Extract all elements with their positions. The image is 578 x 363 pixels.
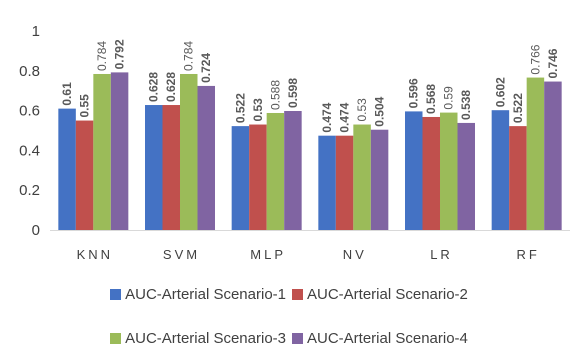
bar-knn-scenario-2: [75, 120, 94, 230]
legend-row-2: AUC-Arterial Scenario-3 AUC-Arterial Sce…: [0, 330, 578, 347]
legend-item-scenario-3: AUC-Arterial Scenario-3: [110, 330, 286, 347]
legend-swatch-scenario-3: [110, 333, 122, 344]
data-label-nv-scenario-4: 0.504: [373, 96, 387, 126]
data-label-knn-scenario-3: 0.784: [95, 41, 109, 71]
data-label-knn-scenario-1: 0.61: [60, 82, 74, 106]
data-label-nv-scenario-3: 0.53: [355, 98, 369, 122]
bar-nv-scenario-2: [335, 135, 354, 230]
data-label-lr-scenario-3: 0.59: [442, 86, 456, 110]
bar-svm-scenario-1: [145, 105, 163, 230]
bar-svm-scenario-3: [180, 73, 198, 230]
legend-label-scenario-1: AUC-Arterial Scenario-1: [125, 286, 286, 303]
bar-lr-scenario-4: [457, 122, 475, 230]
bar-nv-scenario-4: [370, 129, 389, 230]
data-label-lr-scenario-2: 0.568: [424, 84, 438, 114]
data-label-mlp-scenario-2: 0.53: [251, 98, 265, 122]
legend-swatch-scenario-1: [110, 289, 122, 300]
bar-rf-scenario-2: [509, 126, 527, 230]
data-label-mlp-scenario-1: 0.522: [233, 93, 247, 123]
data-label-rf-scenario-1: 0.602: [493, 77, 507, 107]
data-label-mlp-scenario-3: 0.588: [268, 80, 282, 110]
data-label-svm-scenario-1: 0.628: [147, 72, 161, 102]
data-label-svm-scenario-3: 0.784: [182, 41, 196, 71]
data-label-svm-scenario-4: 0.724: [199, 53, 213, 83]
bar-nv-scenario-3: [353, 124, 371, 230]
y-tick-label: 0.2: [19, 182, 40, 199]
bar-lr-scenario-2: [422, 116, 440, 230]
data-label-rf-scenario-2: 0.522: [511, 93, 525, 123]
y-tick-label: 0.6: [19, 103, 40, 120]
legend-row-1: AUC-Arterial Scenario-1 AUC-Arterial Sce…: [0, 286, 578, 303]
data-label-rf-scenario-4: 0.746: [546, 48, 560, 78]
data-label-knn-scenario-4: 0.792: [113, 39, 127, 69]
data-label-svm-scenario-2: 0.628: [164, 72, 178, 102]
bar-mlp-scenario-3: [266, 112, 285, 230]
bar-rf-scenario-4: [544, 81, 562, 231]
legend-item-scenario-4: AUC-Arterial Scenario-4: [292, 330, 468, 347]
bar-svm-scenario-2: [162, 105, 180, 230]
y-tick-label: 0: [32, 222, 40, 239]
x-category-label: RF: [516, 247, 539, 262]
bar-lr-scenario-1: [405, 111, 423, 230]
y-tick-label: 0.4: [19, 142, 40, 159]
legend-swatch-scenario-4: [292, 333, 303, 344]
bar-rf-scenario-3: [526, 77, 545, 230]
data-label-rf-scenario-3: 0.766: [528, 44, 542, 74]
x-axis-categories: KNN SVM MLP NV LR RF: [77, 247, 539, 262]
legend-item-scenario-1: AUC-Arterial Scenario-1: [110, 286, 286, 303]
legend-label-scenario-4: AUC-Arterial Scenario-4: [307, 330, 468, 347]
data-label-nv-scenario-1: 0.474: [320, 102, 334, 132]
y-tick-label: 0.8: [19, 63, 40, 80]
bar-nv-scenario-1: [318, 135, 336, 230]
bar-lr-scenario-3: [440, 112, 458, 230]
data-label-mlp-scenario-4: 0.598: [286, 78, 300, 108]
bar-rf-scenario-1: [491, 110, 510, 230]
bars: [58, 72, 562, 231]
data-label-nv-scenario-2: 0.474: [338, 102, 352, 132]
bar-knn-scenario-4: [110, 72, 129, 230]
x-category-label: LR: [430, 247, 453, 262]
bar-svm-scenario-4: [197, 85, 215, 230]
bar-mlp-scenario-1: [231, 126, 250, 230]
data-label-lr-scenario-1: 0.596: [407, 78, 421, 108]
legend-label-scenario-3: AUC-Arterial Scenario-3: [125, 330, 286, 347]
bar-knn-scenario-3: [93, 73, 111, 230]
x-category-label: NV: [343, 247, 367, 262]
x-category-label: KNN: [77, 247, 113, 262]
bar-mlp-scenario-2: [249, 124, 267, 230]
legend-label-scenario-2: AUC-Arterial Scenario-2: [307, 286, 468, 303]
x-category-label: SVM: [163, 247, 200, 262]
y-axis-ticks: 0 0.2 0.4 0.6 0.8 1: [19, 23, 40, 239]
legend-swatch-scenario-2: [292, 289, 303, 300]
bar-knn-scenario-1: [58, 108, 76, 230]
bar-mlp-scenario-4: [284, 110, 302, 230]
legend-item-scenario-2: AUC-Arterial Scenario-2: [292, 286, 468, 303]
data-label-lr-scenario-4: 0.538: [459, 90, 473, 120]
x-category-label: MLP: [250, 247, 286, 262]
y-tick-label: 1: [32, 23, 40, 40]
data-label-knn-scenario-2: 0.55: [78, 94, 92, 118]
